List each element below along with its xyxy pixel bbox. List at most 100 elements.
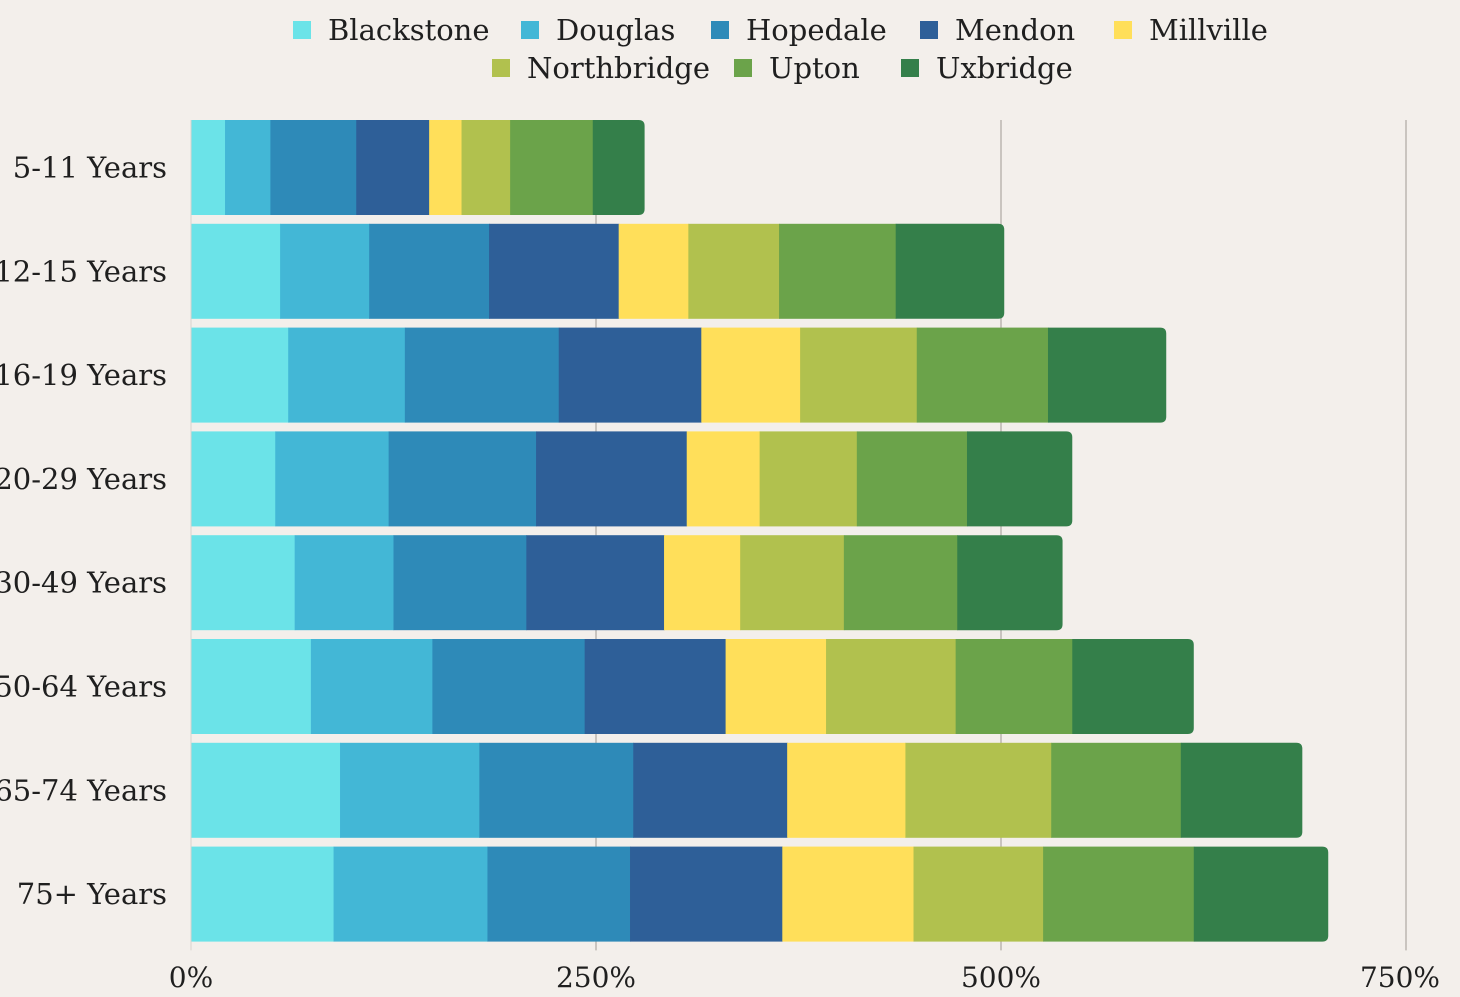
legend-item: Douglas: [521, 13, 675, 47]
bar-segment: [310, 639, 433, 734]
bar-segment: [618, 223, 689, 319]
bar-segment: [1193, 846, 1329, 942]
legend-label: Blackstone: [328, 13, 490, 47]
bar-group-0: [191, 120, 645, 215]
bar-segment: [916, 327, 1049, 423]
x-tick-label: 750%: [1360, 961, 1440, 994]
bar-segment: [759, 431, 858, 527]
legend-swatch: [920, 21, 938, 39]
bar-segment: [191, 223, 281, 319]
bar-segment: [779, 223, 897, 319]
bar-segment: [1180, 742, 1303, 838]
bar-segment: [432, 639, 586, 734]
bar-segment: [191, 639, 312, 734]
legend-label: Hopedale: [746, 13, 887, 47]
legend-swatch: [734, 59, 752, 77]
bar-segment: [270, 120, 357, 215]
bar-segment: [429, 120, 463, 215]
bar-segment: [225, 120, 271, 215]
bar-segment: [479, 742, 634, 838]
bar-segment: [913, 846, 1044, 942]
legend-swatch: [293, 21, 311, 39]
bar-segment: [664, 535, 741, 631]
legend-item: Uxbridge: [901, 51, 1073, 85]
category-label: 16-19 Years: [0, 358, 167, 392]
bar-segment: [725, 639, 827, 734]
bar-segment: [356, 120, 430, 215]
legend-swatch: [492, 59, 510, 77]
legend-label: Uxbridge: [936, 51, 1073, 85]
bar-segment: [1051, 742, 1182, 838]
legend-label: Douglas: [556, 13, 675, 47]
bar-group-7: [191, 846, 1329, 942]
category-label: 65-74 Years: [0, 773, 167, 807]
legend: Blackstone Douglas Hopedale Mendon Millville…: [293, 13, 1268, 85]
bar-segment: [1072, 639, 1194, 734]
bar-segment: [740, 535, 845, 631]
bar-segment: [489, 223, 620, 319]
category-label: 20-29 Years: [0, 462, 167, 496]
bar-segment: [388, 431, 537, 527]
legend-item: Mendon: [920, 13, 1075, 47]
legend-label: Northbridge: [527, 51, 710, 85]
legend-item: Hopedale: [711, 13, 887, 47]
legend-swatch: [521, 21, 539, 39]
bar-segment: [294, 535, 395, 631]
legend-item: Northbridge: [492, 51, 710, 85]
x-tick-label: 250%: [556, 961, 636, 994]
bar-segment: [487, 846, 631, 942]
bar-segment: [404, 327, 560, 423]
bar-segment: [957, 535, 1063, 631]
bar-segment: [536, 431, 688, 527]
bar-segment: [686, 431, 761, 527]
bars-layer: [190, 120, 1329, 951]
legend-swatch: [711, 21, 729, 39]
x-tick-label: 0%: [169, 961, 213, 994]
bar-segment: [782, 846, 915, 942]
legend-item: Upton: [734, 51, 860, 85]
bar-segment: [288, 327, 406, 423]
bar-segment: [787, 742, 907, 838]
legend-item: Blackstone: [293, 13, 490, 47]
bar-segment: [526, 535, 665, 631]
bar-segment: [701, 327, 801, 423]
bar-segment: [826, 639, 957, 734]
bar-segment: [633, 742, 788, 838]
bar-segment: [461, 120, 511, 215]
bar-segment: [280, 223, 370, 319]
legend-label: Millville: [1149, 13, 1268, 47]
bar-segment: [584, 639, 727, 734]
bar-segment: [843, 535, 958, 631]
category-label: 30-49 Years: [0, 566, 167, 600]
bar-segment: [191, 327, 289, 423]
legend-swatch: [1114, 21, 1132, 39]
bar-segment: [630, 846, 783, 942]
bar-segment: [895, 223, 1005, 319]
category-label: 75+ Years: [17, 877, 167, 911]
category-labels: 5-11 Years 12-15 Years 16-19 Years 20-29 Ye…: [0, 151, 167, 912]
bar-group-3: [191, 431, 1073, 527]
bar-segment: [592, 120, 645, 215]
legend-item: Millville: [1114, 13, 1268, 47]
bar-segment: [333, 846, 489, 942]
bar-segment: [393, 535, 527, 631]
bar-group-1: [191, 223, 1005, 319]
bar-segment: [510, 120, 594, 215]
bar-segment: [369, 223, 490, 319]
category-label: 5-11 Years: [13, 151, 167, 185]
bar-segment: [340, 742, 480, 838]
legend-label: Mendon: [955, 13, 1075, 47]
bar-segment: [688, 223, 780, 319]
legend-swatch: [901, 59, 919, 77]
bar-segment: [275, 431, 390, 527]
bar-group-2: [191, 327, 1167, 423]
bar-segment: [191, 846, 335, 942]
bar-segment: [1043, 846, 1195, 942]
bar-segment: [955, 639, 1073, 734]
bar-segment: [905, 742, 1052, 838]
bar-segment: [191, 120, 226, 215]
x-tick-label: 500%: [961, 961, 1041, 994]
bar-segment: [1047, 327, 1167, 423]
